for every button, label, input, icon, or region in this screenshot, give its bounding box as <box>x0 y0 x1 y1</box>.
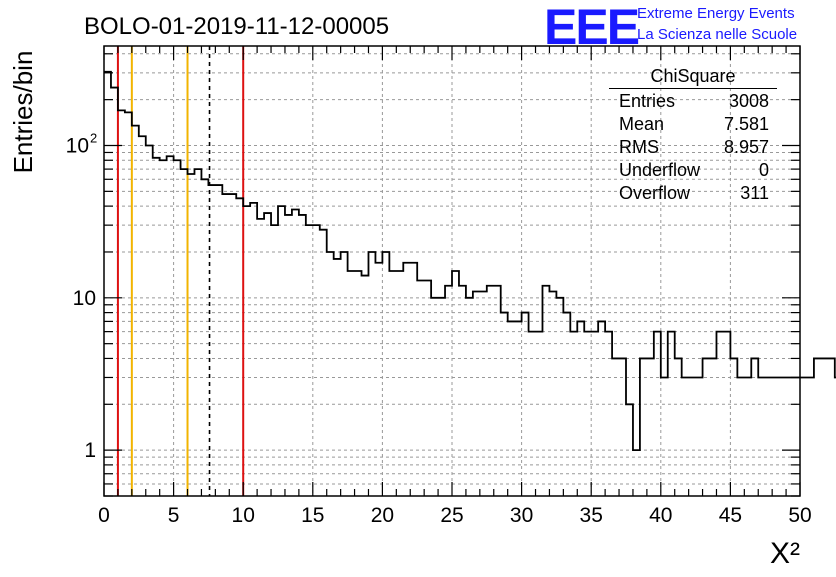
x-tick-label: 45 <box>719 504 742 527</box>
stats-value: 0 <box>758 160 769 180</box>
y-tick-label-exponent: 2 <box>90 130 97 145</box>
stats-row-mean: Mean 7.581 <box>609 113 777 136</box>
chart-title: BOLO-01-2019-11-12-00005 <box>84 13 389 40</box>
stats-value: 311 <box>740 183 769 203</box>
x-tick-label: 30 <box>510 504 533 527</box>
stats-box: ChiSquare Entries 3008 Mean 7.581 RMS 8.… <box>609 66 777 205</box>
x-tick-label: 40 <box>649 504 672 527</box>
stats-row-underflow: Underflow 0 <box>609 159 777 182</box>
x-tick-label: 5 <box>168 504 180 527</box>
stats-label: Underflow <box>619 160 701 180</box>
stats-value: 8.957 <box>723 137 769 157</box>
stats-row-entries: Entries 3008 <box>609 90 777 113</box>
x-tick-label: 15 <box>301 504 324 527</box>
stats-row-rms: RMS 8.957 <box>609 136 777 159</box>
histogram-series <box>104 70 836 452</box>
stats-label: Entries <box>619 91 676 111</box>
y-tick-label: 10 <box>66 134 89 157</box>
y-axis-label: Entries/bin <box>8 51 38 174</box>
stats-label: RMS <box>619 137 659 157</box>
logo-line-1: Extreme Energy Events <box>637 5 795 22</box>
stats-title: ChiSquare <box>609 66 777 89</box>
y-tick-label: 1 <box>84 439 96 462</box>
stats-value: 3008 <box>728 91 769 111</box>
x-tick-label: 0 <box>98 504 110 527</box>
eee-logo-mark: EEE <box>544 0 640 55</box>
logo-line-2: La Scienza nelle Scuole <box>637 26 798 43</box>
stats-label: Overflow <box>619 183 691 203</box>
x-tick-label: 25 <box>440 504 463 527</box>
x-axis-label: X² <box>770 537 800 570</box>
stats-value: 7.581 <box>723 114 769 134</box>
stats-label: Mean <box>619 114 665 134</box>
x-tick-label: 50 <box>788 504 811 527</box>
y-tick-label: 10 <box>73 287 96 310</box>
x-tick-label: 10 <box>232 504 255 527</box>
x-tick-label: 35 <box>580 504 603 527</box>
stats-row-overflow: Overflow 311 <box>609 182 777 205</box>
x-tick-label: 20 <box>371 504 394 527</box>
